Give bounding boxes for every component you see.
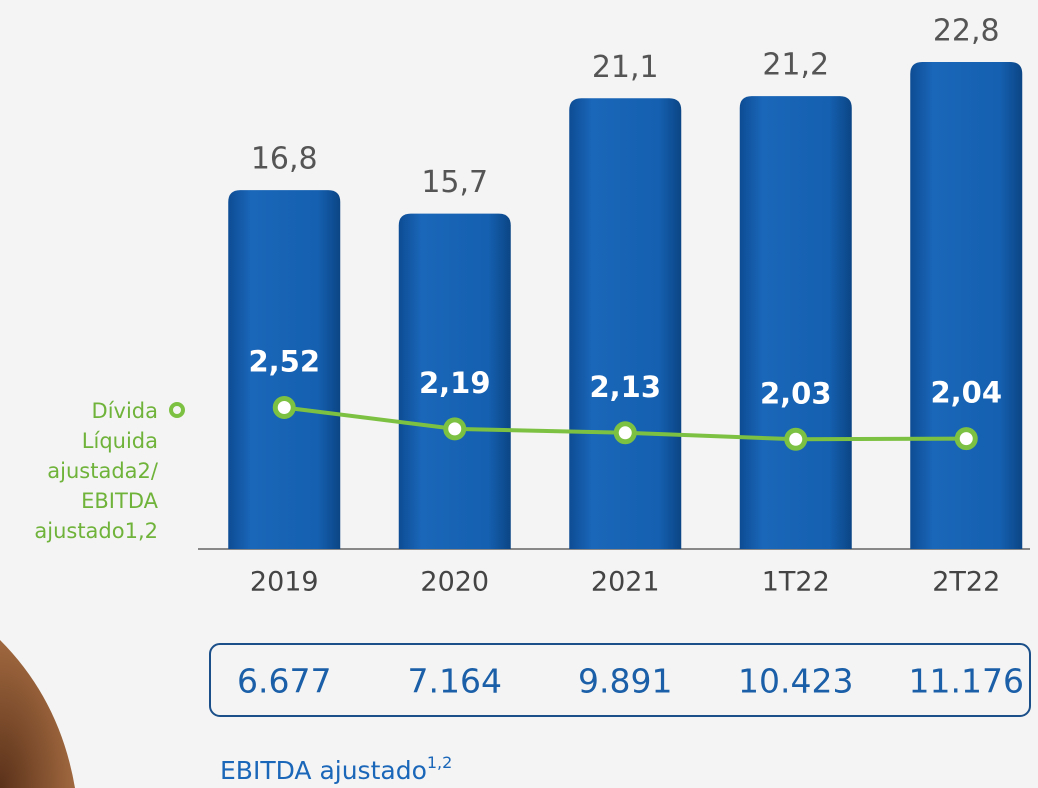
legend-label: Dívida Líquida ajustada2/ EBITDA ajustad…: [34, 399, 158, 543]
bar-value-label: 21,1: [592, 50, 659, 85]
line-value-label: 2,13: [589, 370, 661, 404]
x-tick-label: 1T22: [762, 567, 830, 598]
bar: [739, 96, 852, 549]
x-tick-label: 2021: [591, 567, 660, 598]
table-value: 10.423: [738, 662, 853, 701]
line-point: [272, 395, 296, 419]
legend-marker: [169, 402, 185, 418]
line-value-label: 2,03: [760, 376, 832, 410]
bar-value-label: 22,8: [933, 13, 1000, 48]
footnote: EBITDA ajustado1,2: [220, 753, 452, 786]
footnote-sup: 1,2: [427, 753, 452, 772]
x-tick-label: 2019: [250, 567, 319, 598]
table-value: 11.176: [909, 662, 1024, 701]
line-point: [784, 427, 808, 451]
table-value: 7.164: [408, 662, 502, 701]
x-tick-label: 2020: [420, 567, 489, 598]
bar-value-label: 21,2: [762, 48, 829, 83]
line-point: [443, 417, 467, 441]
table-value: 6.677: [237, 662, 331, 701]
decoration: [0, 640, 75, 788]
bar: [398, 213, 511, 549]
line-value-label: 2,04: [930, 376, 1002, 410]
line-value-label: 2,19: [419, 366, 491, 400]
bar-value-label: 15,7: [421, 165, 488, 200]
bar: [569, 98, 682, 550]
bar-value-label: 16,8: [251, 142, 318, 177]
line-point: [613, 421, 637, 445]
line-value-label: 2,52: [248, 344, 320, 378]
table-value: 9.891: [578, 662, 672, 701]
footnote-text: EBITDA ajustado: [220, 756, 427, 785]
bar: [228, 190, 341, 550]
line-point: [954, 427, 978, 451]
table-box: [209, 643, 1031, 717]
x-tick-label: 2T22: [932, 567, 1000, 598]
bar: [910, 61, 1023, 550]
